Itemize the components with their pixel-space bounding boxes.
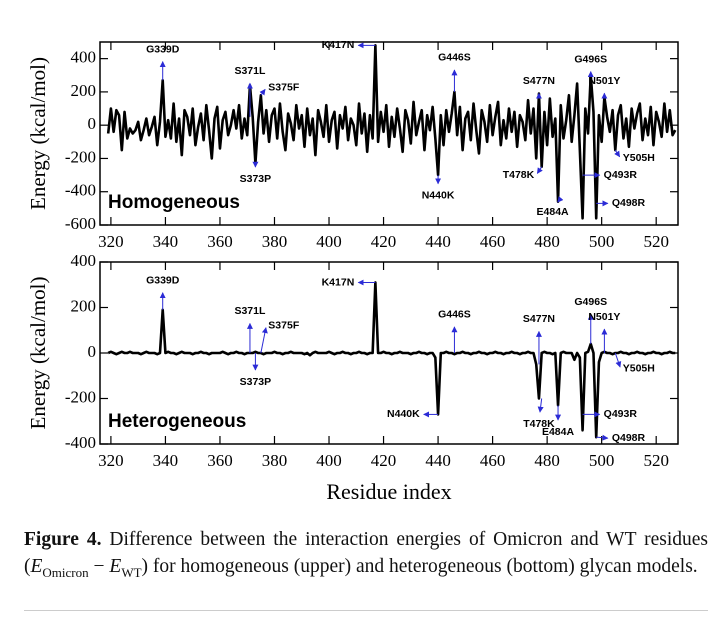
caption-symbol: − [93,556,105,577]
annotation-arrow [260,327,268,354]
annotation-label: S373P [240,173,272,185]
annotation-label: T478K [523,418,555,430]
x-axis-label: Residue index [326,479,451,504]
annotation-label: N440K [387,408,420,420]
annotation-label: G496S [574,53,607,65]
y-tick-label: 400 [71,251,97,270]
annotation-label: Q493R [604,169,638,181]
annotation-label: S371L [234,65,266,77]
panel-label: Heterogeneous [108,411,246,432]
x-tick-label: 460 [480,451,506,470]
annotation-label: S373P [240,376,272,388]
annotation-label: G446S [438,52,471,64]
x-tick-label: 320 [98,232,124,251]
annotation-arrow [614,149,621,158]
x-tick-label: 320 [98,451,124,470]
annotation-label: S375F [268,82,300,94]
annotation-arrow [259,88,266,96]
x-tick-label: 460 [480,232,506,251]
x-tick-label: 500 [589,451,615,470]
x-tick-label: 440 [425,232,451,251]
annotation-label: G496S [574,296,607,308]
annotation-label: T478K [503,169,535,181]
annotation-label: S375F [268,319,300,331]
x-tick-label: 420 [371,232,397,251]
y-tick-label: -200 [65,387,96,406]
caption-label: Figure 4. [24,529,102,550]
caption-subscript: Omicron [42,564,89,580]
caption-symbol: E [30,556,43,577]
caption-text: Difference between the interaction energ… [24,529,708,577]
x-tick-label: 360 [207,451,233,470]
caption-text: ) for homogeneous (upper) and heterogene… [141,556,698,577]
x-tick-label: 400 [316,451,342,470]
y-tick-label: -400 [65,433,96,452]
annotation-label: Q493R [604,408,638,420]
annotation-label: N501Y [588,311,620,323]
figure: 320 340 360 380 400 420 440 460 480 500 520 -600 -40… [26,39,679,504]
separator [24,610,708,611]
x-tick-label: 500 [589,232,615,251]
y-tick-label: 200 [71,296,97,315]
energy-line [106,44,677,220]
x-tick-label: 360 [207,232,233,251]
annotation-arrow [614,352,622,368]
caption-subscript: WT [121,564,142,580]
annotation-label: G446S [438,309,471,321]
annotation-label: S477N [523,75,555,87]
annotation-label: E484A [542,426,575,438]
plot-frame [99,41,679,226]
x-tick-label: 340 [153,232,179,251]
x-tick-label: 480 [534,451,560,470]
y-tick-label: 400 [71,48,97,67]
annotation-label: Q498R [612,432,646,444]
y-tick-label: 0 [88,342,97,361]
annotation-label: K417N [322,39,355,51]
annotation-label: N440K [422,190,455,202]
annotation-label: Q498R [612,197,646,209]
annotation-arrow [596,434,609,441]
x-tick-label: 480 [534,232,560,251]
annotation-arrow [537,398,544,413]
annotation-label: N501Y [588,75,620,87]
x-tick-label: 440 [425,451,451,470]
y-tick-label: 200 [71,81,97,100]
caption-symbol: E [109,556,122,577]
annotation-label: S371L [234,305,266,317]
y-tick-label: 0 [88,114,97,133]
y-axis-label: Energy (kcal/mol) [26,57,50,210]
annotation-label: E484A [537,206,570,218]
y-tick-label: -600 [65,214,96,233]
panel-label: Homogeneous [108,192,240,213]
annotation-label: Y505H [623,152,655,164]
energy-line [107,281,676,439]
annotation-label: S477N [523,313,555,325]
x-tick-label: 400 [316,232,342,251]
annotation-arrow [536,166,543,174]
caption: Figure 4. Difference between the interac… [24,526,708,586]
x-tick-label: 520 [643,232,669,251]
annotation-label: K417N [322,276,355,288]
y-axis-label: Energy (kcal/mol) [26,277,50,430]
x-tick-label: 420 [371,451,397,470]
x-tick-label: 380 [262,232,288,251]
y-tick-label: -400 [65,181,96,200]
y-tick-label: -200 [65,147,96,166]
annotation-label: G339D [146,275,180,287]
x-tick-label: 380 [262,451,288,470]
annotation-label: Y505H [623,363,655,375]
annotation-label: G339D [146,43,180,55]
x-tick-label: 340 [153,451,179,470]
x-tick-label: 520 [643,451,669,470]
